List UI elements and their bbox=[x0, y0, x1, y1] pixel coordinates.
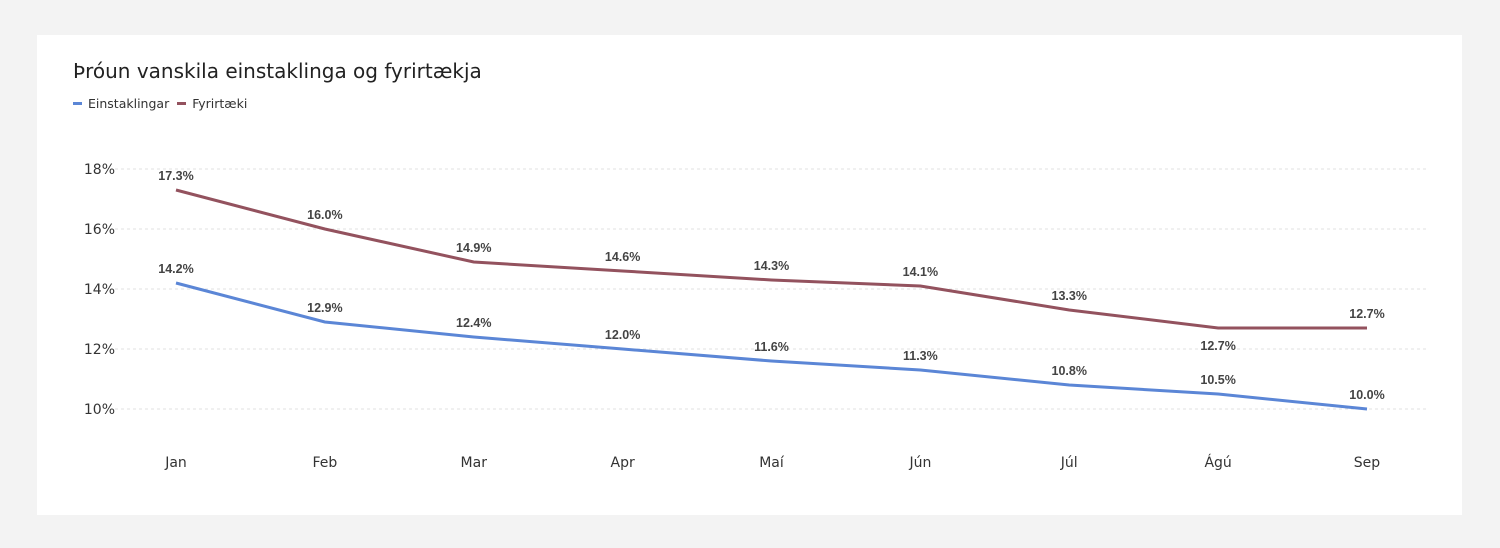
data-label: 12.7% bbox=[1200, 339, 1235, 353]
chart-card: Þróun vanskila einstaklinga og fyrirtækj… bbox=[37, 35, 1462, 515]
x-tick-label: Ágú bbox=[1204, 454, 1231, 471]
data-label: 16.0% bbox=[307, 208, 342, 222]
legend-item-einstaklingar[interactable]: Einstaklingar bbox=[73, 96, 169, 111]
legend-label: Einstaklingar bbox=[88, 96, 170, 111]
data-label: 12.0% bbox=[605, 328, 640, 342]
data-label: 11.6% bbox=[754, 340, 789, 354]
data-label: 12.7% bbox=[1349, 307, 1384, 321]
data-label: 12.9% bbox=[307, 301, 342, 315]
x-tick-label: Apr bbox=[611, 455, 635, 471]
y-tick-label: 14% bbox=[84, 282, 115, 298]
data-label: 14.1% bbox=[903, 265, 938, 279]
series-line-fyrirtæki bbox=[175, 188, 1367, 330]
x-tick-label: Jún bbox=[908, 455, 931, 471]
y-tick-label: 16% bbox=[84, 222, 115, 238]
data-label: 10.0% bbox=[1349, 388, 1384, 402]
series-line-einstaklingar bbox=[175, 281, 1368, 411]
x-tick-label: Jan bbox=[164, 455, 187, 471]
y-tick-label: 10% bbox=[84, 402, 115, 418]
chart-title: Þróun vanskila einstaklinga og fyrirtækj… bbox=[73, 59, 482, 83]
x-tick-label: Feb bbox=[312, 455, 337, 471]
data-label: 14.3% bbox=[754, 259, 789, 273]
y-tick-label: 12% bbox=[84, 342, 115, 358]
data-label: 17.3% bbox=[158, 169, 193, 183]
legend-label: Fyrirtæki bbox=[192, 96, 248, 111]
data-label: 10.5% bbox=[1200, 373, 1235, 387]
legend-swatch bbox=[73, 102, 82, 105]
y-tick-label: 18% bbox=[84, 162, 115, 178]
x-tick-label: Maí bbox=[759, 455, 785, 471]
data-label: 14.6% bbox=[605, 250, 640, 264]
legend-item-fyrirtaeki[interactable]: Fyrirtæki bbox=[177, 96, 247, 111]
data-label: 14.2% bbox=[158, 262, 193, 276]
data-label: 10.8% bbox=[1052, 364, 1087, 378]
data-label: 13.3% bbox=[1052, 289, 1087, 303]
data-label: 12.4% bbox=[456, 316, 491, 330]
x-tick-label: Sep bbox=[1354, 455, 1381, 471]
data-label: 11.3% bbox=[903, 349, 938, 363]
x-tick-label: Mar bbox=[461, 455, 488, 471]
legend: Einstaklingar Fyrirtæki bbox=[73, 96, 247, 111]
plot-area: 10% 12% 14% 16% 18% Jan Feb Mar Apr Maí Jún Júl Ágú S… bbox=[84, 162, 1427, 471]
x-tick-label: Júl bbox=[1060, 455, 1078, 471]
data-label: 14.9% bbox=[456, 241, 491, 255]
legend-swatch bbox=[177, 102, 187, 105]
